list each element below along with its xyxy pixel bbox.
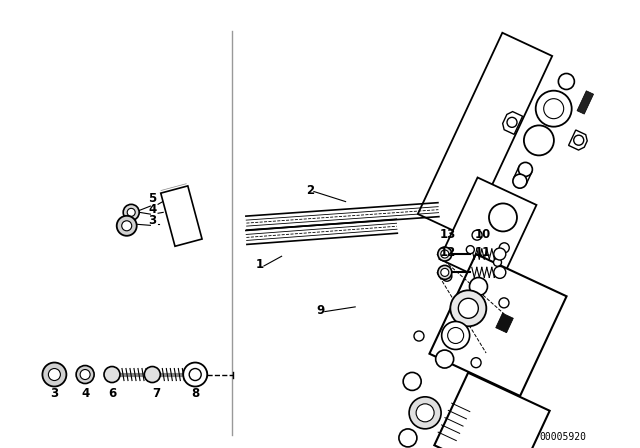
Circle shape: [399, 429, 417, 447]
Circle shape: [489, 203, 517, 232]
Text: 3: 3: [148, 214, 157, 227]
Text: 1: 1: [256, 258, 264, 271]
Circle shape: [458, 298, 478, 319]
Circle shape: [76, 366, 94, 383]
Circle shape: [438, 247, 452, 261]
Text: 7: 7: [152, 387, 161, 400]
Polygon shape: [502, 112, 523, 134]
Text: 11: 11: [475, 246, 491, 259]
Polygon shape: [429, 254, 566, 396]
Text: 4: 4: [81, 387, 89, 400]
Circle shape: [467, 246, 474, 254]
Circle shape: [447, 327, 463, 344]
Circle shape: [127, 208, 135, 216]
Circle shape: [414, 331, 424, 341]
Circle shape: [438, 265, 452, 280]
Circle shape: [104, 366, 120, 383]
Polygon shape: [577, 91, 593, 114]
Polygon shape: [440, 177, 536, 287]
Circle shape: [442, 322, 470, 349]
Circle shape: [451, 290, 486, 326]
Polygon shape: [418, 33, 552, 237]
Text: 6: 6: [108, 387, 116, 400]
Circle shape: [573, 135, 584, 145]
Text: 8: 8: [191, 387, 199, 400]
Circle shape: [145, 366, 160, 383]
Circle shape: [116, 216, 137, 236]
Circle shape: [409, 397, 441, 429]
Circle shape: [499, 243, 509, 253]
Text: 3: 3: [51, 387, 58, 400]
Polygon shape: [435, 373, 550, 448]
Circle shape: [536, 90, 572, 127]
Circle shape: [499, 298, 509, 308]
Circle shape: [416, 404, 434, 422]
Circle shape: [49, 369, 60, 380]
Text: 00005920: 00005920: [540, 432, 587, 442]
Circle shape: [42, 362, 67, 387]
Text: 10: 10: [475, 228, 491, 241]
Circle shape: [470, 278, 488, 296]
Circle shape: [507, 117, 517, 127]
Text: 12: 12: [440, 246, 456, 259]
Circle shape: [123, 204, 140, 220]
Circle shape: [183, 362, 207, 387]
Circle shape: [80, 370, 90, 379]
Circle shape: [189, 369, 201, 380]
Circle shape: [193, 367, 207, 382]
Polygon shape: [496, 313, 513, 333]
Circle shape: [558, 73, 574, 90]
Circle shape: [493, 258, 502, 266]
Polygon shape: [161, 186, 202, 246]
Circle shape: [441, 250, 449, 258]
Circle shape: [436, 350, 454, 368]
Circle shape: [122, 221, 132, 231]
Circle shape: [518, 162, 532, 177]
Text: 9: 9: [317, 304, 325, 317]
Circle shape: [197, 371, 204, 378]
Circle shape: [494, 267, 506, 278]
Circle shape: [442, 271, 452, 281]
Polygon shape: [568, 130, 588, 150]
Circle shape: [524, 125, 554, 155]
Circle shape: [494, 248, 506, 260]
Circle shape: [544, 99, 564, 119]
Circle shape: [441, 268, 449, 276]
Text: 5: 5: [148, 193, 157, 206]
Circle shape: [513, 174, 527, 188]
Text: 2: 2: [306, 184, 314, 197]
Text: 4: 4: [148, 203, 157, 216]
Circle shape: [403, 372, 421, 390]
Circle shape: [471, 358, 481, 368]
Circle shape: [472, 230, 482, 240]
Text: 13: 13: [440, 228, 456, 241]
